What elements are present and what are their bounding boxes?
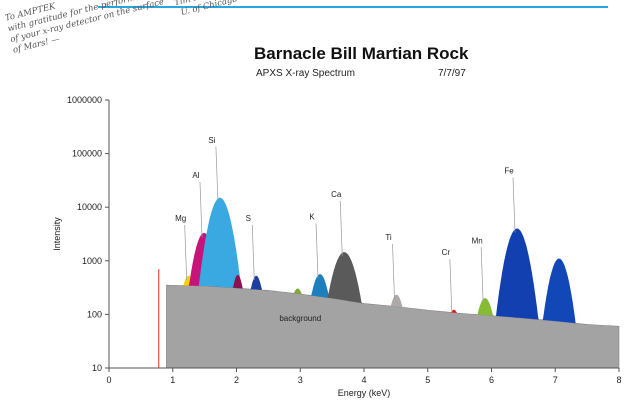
leader-line-cr (449, 259, 453, 315)
y-tick-label: 10000 (77, 202, 102, 212)
x-tick-label: 8 (616, 375, 621, 385)
peak-s (235, 275, 277, 292)
peak-cr (430, 309, 477, 315)
leader-line-mn (480, 247, 484, 303)
chart-title: Barnacle Bill Martian Rock (254, 44, 469, 63)
leader-line-al (199, 181, 203, 238)
x-tick-label: 4 (361, 375, 366, 385)
peak-mg (166, 275, 212, 287)
y-tick-label: 1000 (82, 256, 102, 266)
x-tick-label: 2 (234, 375, 239, 385)
y-tick-label: 100 (87, 309, 102, 319)
x-tick-label: 3 (298, 375, 303, 385)
element-label-fe: Fe (504, 167, 514, 176)
x-tick-label: 6 (489, 375, 494, 385)
x-tick-label: 7 (553, 375, 558, 385)
element-label-ti: Ti (385, 233, 392, 242)
element-label-si: Si (208, 136, 215, 145)
x-tick-label: 0 (106, 375, 111, 385)
peak-unlabeled (274, 288, 321, 297)
chart-subtitle: APXS X-ray Spectrum (256, 68, 355, 79)
leader-line-ca (339, 201, 343, 257)
y-axis-label: Intensity (52, 217, 62, 251)
leader-line-s (251, 225, 255, 281)
element-label-ca: Ca (331, 190, 342, 199)
background-label: background (279, 314, 321, 323)
peak-ca (311, 252, 378, 305)
element-label-mg: Mg (175, 214, 186, 223)
element-label-al: Al (192, 171, 199, 180)
y-tick-label: 10 (92, 363, 102, 373)
peak-fe (486, 228, 548, 321)
peak-k (294, 274, 346, 301)
y-tick-label: 1000000 (67, 95, 102, 105)
peak-ti (373, 294, 420, 310)
peak-unlabeled (219, 274, 256, 290)
element-label-k: K (309, 212, 315, 221)
peak-si (189, 197, 251, 290)
peak-unlabeled (531, 258, 588, 325)
x-tick-label: 1 (170, 375, 175, 385)
element-label-s: S (246, 214, 251, 223)
x-tick-label: 5 (425, 375, 430, 385)
top-rule (98, 6, 608, 8)
y-tick-label: 100000 (72, 149, 102, 159)
leader-line-ti (392, 243, 395, 300)
leader-line-mg (184, 225, 188, 281)
chart-date: 7/7/97 (438, 68, 466, 79)
leader-line-k (315, 223, 319, 279)
x-axis-label: Energy (keV) (338, 388, 391, 398)
peak-mn (459, 298, 511, 318)
leader-line-si (215, 146, 219, 202)
element-label-mn: Mn (472, 236, 483, 245)
element-label-cr: Cr (442, 248, 451, 257)
leader-line-fe (512, 177, 516, 233)
